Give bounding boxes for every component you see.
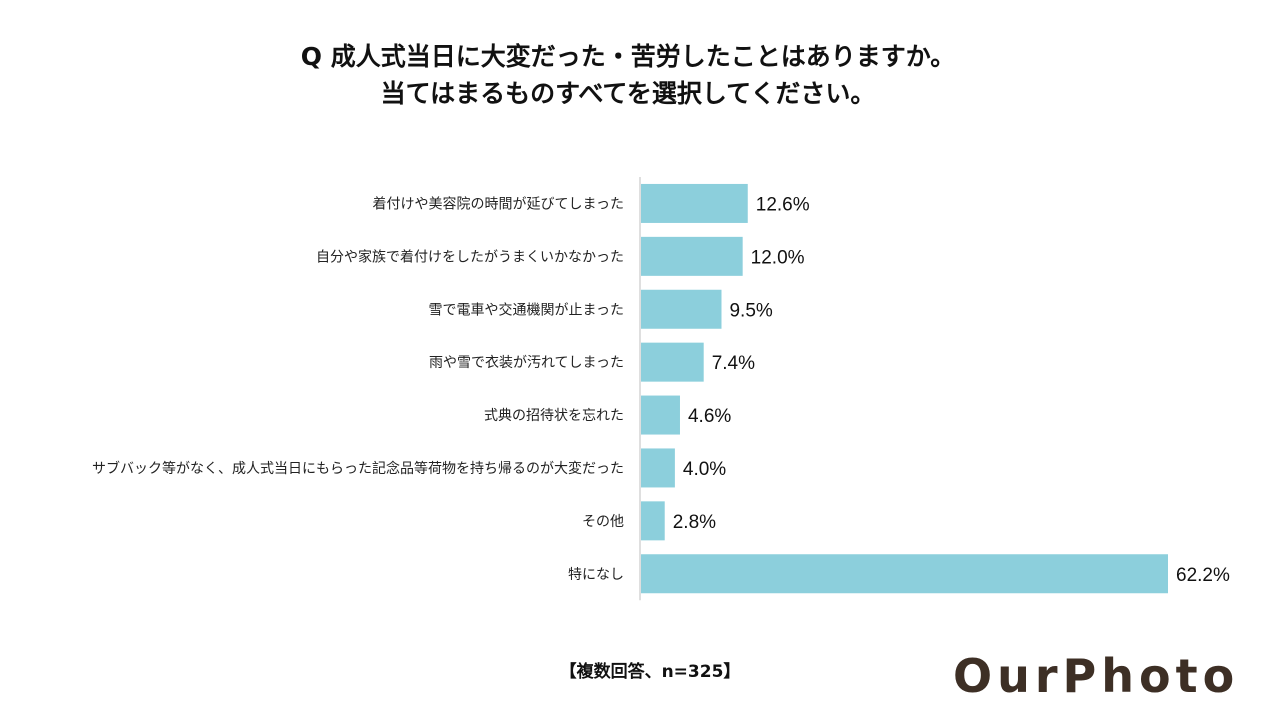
category-label-2: 自分や家族で着付けをしたがうまくいかなかった bbox=[316, 248, 624, 265]
bar-3 bbox=[641, 289, 722, 329]
title-line-1: Q 成人式当日に大変だった・苦労したことはありますか。 bbox=[300, 42, 956, 71]
bar-8 bbox=[641, 554, 1168, 594]
category-label-6: サブバック等がなく、成人式当日にもらった記念品等荷物を持ち帰るのが大変だった bbox=[92, 460, 624, 477]
value-label-5: 4.6% bbox=[688, 406, 731, 427]
bar-5 bbox=[641, 395, 680, 435]
category-label-3: 雪で電車や交通機関が止まった bbox=[429, 301, 624, 318]
bar-2 bbox=[641, 236, 743, 276]
category-label-8: 特になし bbox=[568, 567, 624, 583]
bar-6 bbox=[641, 448, 675, 488]
category-label-7: その他 bbox=[582, 514, 624, 530]
bar-4 bbox=[641, 342, 704, 382]
value-label-7: 2.8% bbox=[673, 512, 716, 533]
value-label-4: 7.4% bbox=[712, 353, 755, 374]
value-label-6: 4.0% bbox=[683, 459, 726, 480]
ourphoto-logo: OurPhoto bbox=[953, 649, 1240, 703]
category-label-5: 式典の招待状を忘れた bbox=[484, 408, 624, 424]
chart-title: Q 成人式当日に大変だった・苦労したことはありますか。 当てはまるものすべてを選… bbox=[0, 38, 1256, 112]
respondent-note: 【複数回答、n=325】 bbox=[559, 662, 741, 682]
value-label-8: 62.2% bbox=[1176, 565, 1230, 586]
value-label-3: 9.5% bbox=[729, 300, 772, 321]
value-label-2: 12.0% bbox=[751, 247, 805, 268]
bar-chart: 着付けや美容院の時間が延びてしまった 12.6% 自分や家族で着付けをしたがうまくい… bbox=[92, 177, 1230, 601]
value-label-1: 12.6% bbox=[756, 194, 810, 215]
bar-1 bbox=[641, 183, 748, 223]
title-line-2: 当てはまるものすべてを選択してください。 bbox=[380, 79, 876, 108]
bar-7 bbox=[641, 501, 665, 541]
category-label-1: 着付けや美容院の時間が延びてしまった bbox=[373, 195, 624, 212]
category-label-4: 雨や雪で衣装が汚れてしまった bbox=[429, 355, 624, 371]
